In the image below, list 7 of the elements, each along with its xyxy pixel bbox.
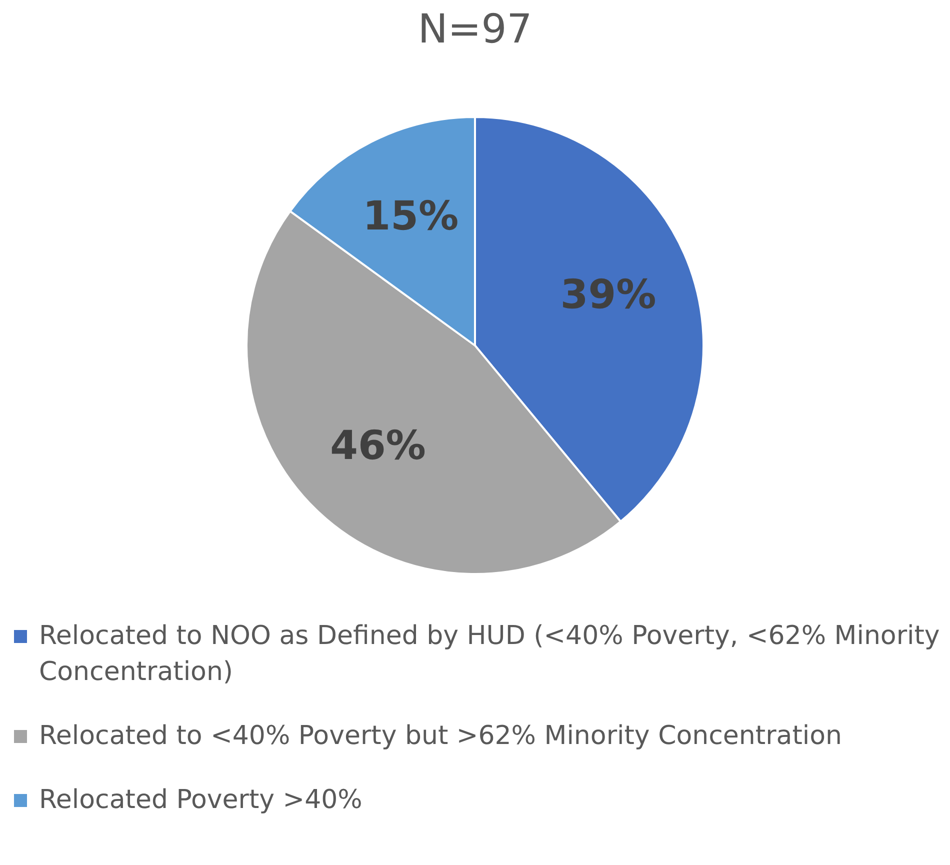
data-label: 39%: [560, 272, 656, 318]
chart-title: N=97: [418, 6, 532, 52]
legend-label: Relocated to <40% Poverty but >62% Minority Concentration: [39, 720, 842, 753]
data-label: 15%: [362, 194, 459, 240]
legend-label: Relocated Poverty >40%: [39, 784, 362, 817]
data-label: 46%: [330, 423, 426, 470]
legend-label: Relocated to NOO as Defined by HUD (<40% Poverty, <62% Minority Concentration): [39, 620, 941, 689]
